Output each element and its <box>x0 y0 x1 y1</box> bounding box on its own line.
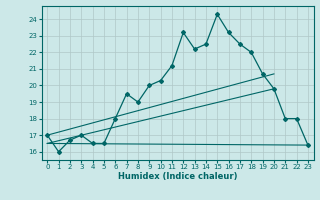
X-axis label: Humidex (Indice chaleur): Humidex (Indice chaleur) <box>118 172 237 181</box>
